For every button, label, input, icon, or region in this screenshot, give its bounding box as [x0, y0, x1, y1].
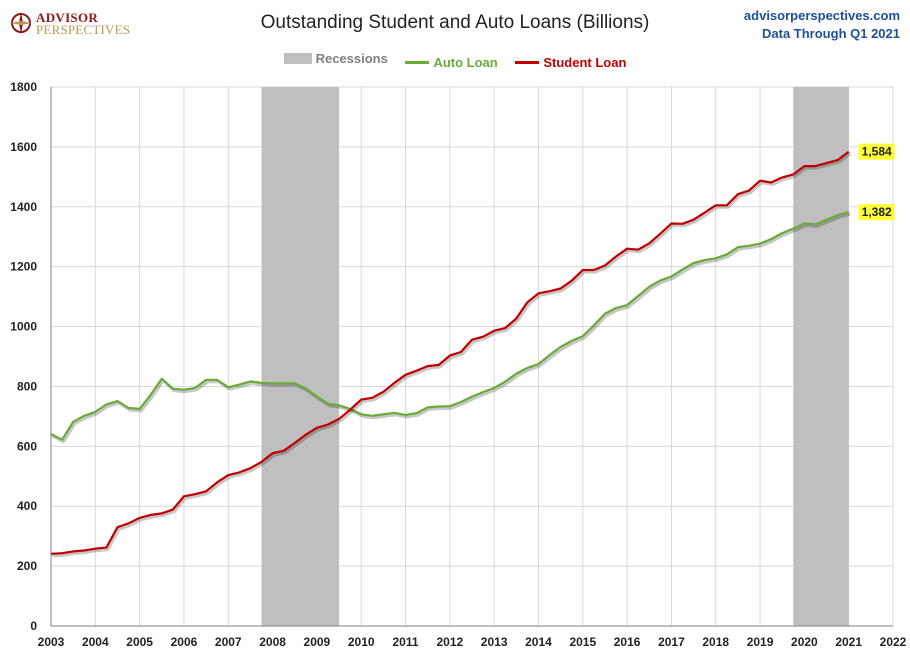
advisor-perspectives-logo: ADVISOR PERSPECTIVES [10, 8, 145, 42]
y-tick-label: 1200 [10, 260, 37, 274]
x-tick-label: 2019 [747, 635, 774, 649]
logo-text-perspectives: PERSPECTIVES [36, 22, 131, 37]
x-tick-label: 2010 [348, 635, 375, 649]
student-loan-line-shadow [52, 152, 852, 558]
y-tick-label: 1800 [10, 80, 37, 94]
student-loan-end-label-box [858, 143, 895, 160]
auto-loan-line [50, 211, 849, 441]
legend-item-student: Student Loan [515, 55, 626, 70]
x-tick-label: 2017 [658, 635, 685, 649]
legend-recessions-label: Recessions [315, 51, 388, 66]
y-tick-label: 0 [30, 619, 37, 633]
student-loan-end-label: 1,584 [862, 145, 892, 159]
x-tick-label: 2005 [126, 635, 153, 649]
recession-band [793, 87, 849, 626]
x-tick-label: 2006 [171, 635, 198, 649]
x-tick-label: 2021 [835, 635, 862, 649]
y-tick-label: 1000 [10, 320, 37, 334]
x-tick-label: 2004 [82, 635, 109, 649]
compass-logo-icon [10, 12, 32, 34]
y-tick-label: 200 [17, 559, 37, 573]
y-tick-label: 800 [17, 379, 37, 393]
logo-text-advisor: ADVISOR [36, 10, 99, 25]
auto-loan-end-label-box [858, 204, 895, 221]
plot-area [51, 87, 893, 626]
x-tick-label: 2003 [38, 635, 65, 649]
legend-recession-swatch [283, 53, 312, 64]
x-tick-label: 2011 [393, 635, 419, 649]
x-tick-label: 2007 [215, 635, 242, 649]
legend-auto-swatch [405, 61, 430, 64]
legend-item-auto: Auto Loan [405, 55, 498, 70]
x-tick-label: 2020 [791, 635, 818, 649]
y-tick-label: 1600 [10, 140, 37, 154]
x-tick-label: 2014 [525, 635, 552, 649]
legend-auto-label: Auto Loan [433, 55, 498, 70]
recession-band [261, 87, 340, 626]
x-tick-label: 2012 [436, 635, 463, 649]
x-tick-label: 2013 [481, 635, 508, 649]
x-tick-label: 2008 [259, 635, 286, 649]
x-tick-label: 2022 [880, 635, 907, 649]
legend-student-label: Student Loan [543, 55, 627, 70]
y-tick-label: 600 [17, 439, 37, 453]
source-note: Data Through Q1 2021 [762, 26, 900, 41]
x-tick-label: 2018 [702, 635, 729, 649]
auto-loan-end-label: 1,382 [862, 205, 892, 219]
y-tick-label: 400 [17, 499, 37, 513]
source-site: advisorperspectives.com [743, 8, 900, 23]
x-tick-label: 2015 [569, 635, 596, 649]
x-tick-label: 2016 [614, 635, 641, 649]
x-tick-label: 2009 [304, 635, 331, 649]
chart-title: Outstanding Student and Auto Loans (Bill… [260, 12, 650, 33]
auto-loan-line-shadow [51, 212, 851, 444]
y-tick-label: 1400 [10, 200, 37, 214]
legend-item-recessions: Recessions [283, 51, 388, 66]
student-loan-line [50, 150, 850, 555]
legend-student-swatch [515, 61, 540, 64]
chart-legend: Recessions Auto Loan Student Loan [0, 51, 910, 70]
